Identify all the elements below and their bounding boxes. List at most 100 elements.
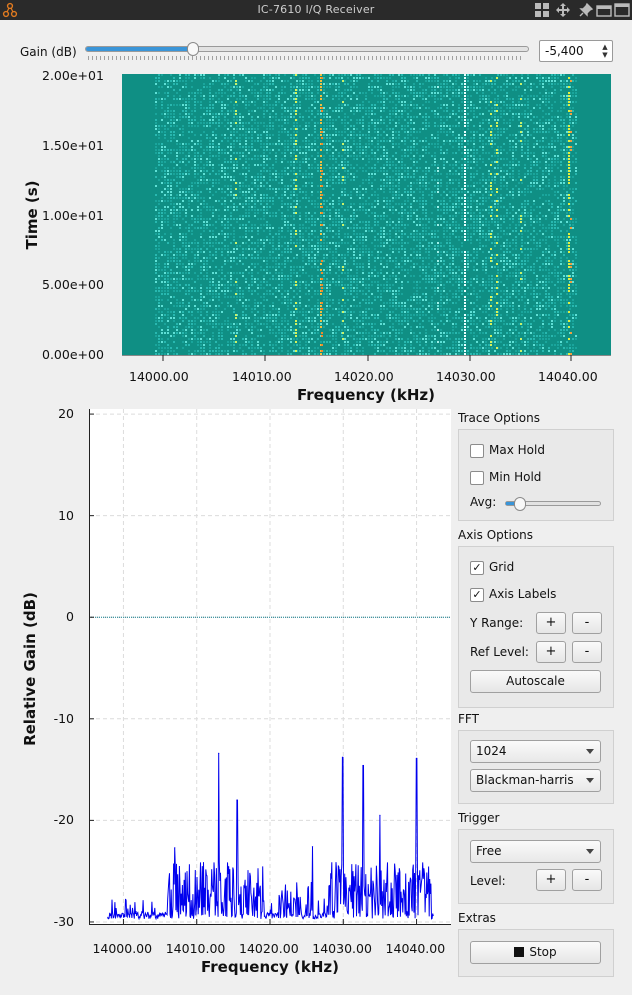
plot-xtick-label: 14010.00 (165, 941, 226, 956)
plot-xtick-label: 14040.00 (385, 941, 446, 956)
plot-ytick-label: -10 (53, 710, 74, 726)
spin-arrows-icon[interactable]: ▲ ▼ (602, 43, 608, 59)
app-icon (2, 2, 18, 18)
gain-spinbox[interactable]: -5,400 ▲ ▼ (539, 40, 613, 62)
plot-ytick-label: 20 (58, 406, 74, 422)
frequency-plot (89, 409, 451, 925)
fft-size-select[interactable]: 1024 (470, 740, 601, 763)
gain-slider-handle[interactable] (187, 42, 200, 56)
ref-level-plus-button[interactable]: + (536, 641, 566, 663)
spectrum-peak (341, 756, 344, 759)
waterfall-xtick-label: 14010.00 (232, 369, 292, 384)
axis-labels-label: Axis Labels (489, 587, 557, 601)
axis-options-group: ✓ Grid ✓ Axis Labels Y Range: + - Ref Le… (458, 546, 614, 708)
plot-ytick-label: -20 (53, 812, 74, 828)
grid-checkbox[interactable]: ✓ (470, 561, 484, 575)
trigger-level-label: Level: (470, 874, 506, 888)
waterfall-ytick-label: 5.00e+00 (42, 277, 104, 292)
gain-label: Gain (dB) (20, 45, 77, 59)
spectrum-peak (236, 799, 238, 801)
chevron-down-icon (586, 749, 594, 754)
ref-level-minus-button[interactable]: - (572, 641, 602, 663)
gain-row: Gain (dB) -5,400 ▲ ▼ (0, 38, 632, 66)
plot-xlabel: Frequency (kHz) (201, 958, 339, 976)
waterfall-canvas (122, 74, 611, 355)
plot-xtick-label: 14020.00 (239, 941, 299, 956)
spectrum-peak (415, 757, 418, 760)
waterfall-display (122, 74, 611, 355)
waterfall-xtick-label: 14020.00 (334, 369, 394, 384)
frequency-plot-canvas (89, 409, 451, 925)
plot-xtick-label: 14000.00 (92, 941, 153, 956)
ref-level-label: Ref Level: (470, 645, 529, 659)
trigger-level-minus-button[interactable]: - (572, 869, 602, 891)
tile-icon[interactable] (534, 2, 550, 18)
extras-group: Stop (458, 929, 614, 977)
spectrum-peak (311, 846, 314, 848)
fft-group: 1024 Blackman-harris (458, 730, 614, 804)
gain-slider-ticks (88, 56, 524, 60)
chevron-down-icon (586, 849, 594, 854)
waterfall-ytick-label: 1.00e+01 (42, 208, 104, 223)
waterfall-ylabel: Time (s) (23, 180, 41, 250)
pin-icon[interactable] (578, 2, 594, 18)
waterfall-xtick-label: 14030.00 (436, 369, 496, 384)
trigger-title: Trigger (458, 811, 500, 825)
waterfall-noise (155, 74, 577, 355)
stop-label: Stop (529, 945, 557, 959)
fft-window-select[interactable]: Blackman-harris (470, 769, 601, 792)
plot-xtick-label: 14030.00 (312, 941, 372, 956)
trigger-group: Free Level: + - (458, 829, 614, 904)
waterfall-xtick-label: 14000.00 (129, 369, 189, 384)
max-hold-checkbox[interactable] (470, 444, 484, 458)
y-range-plus-button[interactable]: + (536, 612, 566, 634)
y-range-label: Y Range: (470, 616, 524, 630)
trigger-mode-value: Free (476, 844, 502, 858)
window-title: IC-7610 I/Q Receiver (257, 3, 375, 16)
gain-slider-fill (86, 47, 193, 51)
chevron-down-icon (586, 778, 594, 783)
min-hold-label: Min Hold (489, 470, 542, 484)
spectrum-peak (362, 764, 364, 767)
stop-button[interactable]: Stop (470, 941, 601, 964)
y-range-minus-button[interactable]: - (572, 612, 602, 634)
maximize-icon[interactable] (614, 2, 630, 18)
stop-icon (514, 947, 525, 957)
move-icon[interactable] (555, 2, 571, 18)
avg-slider[interactable] (471, 491, 601, 511)
plot-ylabel: Relative Gain (dB) (21, 592, 39, 746)
avg-slider-handle[interactable] (514, 497, 526, 511)
spectrum-peak (174, 847, 176, 849)
plot-ytick-label: 10 (58, 507, 74, 523)
spectrum-trace (106, 753, 434, 921)
max-hold-label: Max Hold (489, 443, 545, 457)
waterfall-ytick-label: 0.00e+00 (42, 347, 104, 362)
spectrum-peak (218, 752, 220, 754)
waterfall-xtick-label: 14040.00 (538, 369, 598, 384)
trace-options-title: Trace Options (458, 411, 540, 425)
plot-ytick-label: 0 (66, 609, 74, 625)
extras-title: Extras (458, 911, 496, 925)
title-bar: IC-7610 I/Q Receiver (0, 0, 632, 20)
waterfall-xlabel: Frequency (kHz) (297, 386, 435, 404)
fft-title: FFT (458, 712, 479, 726)
plot-grid (89, 409, 451, 925)
trigger-mode-select[interactable]: Free (470, 840, 601, 863)
gain-slider[interactable] (85, 42, 529, 56)
axis-options-title: Axis Options (458, 528, 534, 542)
fft-size-value: 1024 (476, 744, 507, 758)
trigger-level-plus-button[interactable]: + (536, 869, 566, 891)
avg-slider-fill (506, 502, 518, 505)
autoscale-button[interactable]: Autoscale (470, 670, 601, 693)
fft-window-value: Blackman-harris (476, 773, 574, 787)
axis-labels-checkbox[interactable]: ✓ (470, 588, 484, 602)
waterfall-signals (235, 74, 572, 355)
minimize-icon[interactable] (596, 2, 612, 18)
waterfall-xaxis (122, 355, 611, 361)
grid-label: Grid (489, 560, 515, 574)
gain-value: -5,400 (545, 44, 584, 58)
waterfall-ytick-label: 1.50e+01 (42, 138, 104, 153)
min-hold-checkbox[interactable] (470, 471, 484, 485)
avg-label: Avg: (470, 495, 497, 509)
plot-ytick-label: -30 (53, 913, 74, 929)
